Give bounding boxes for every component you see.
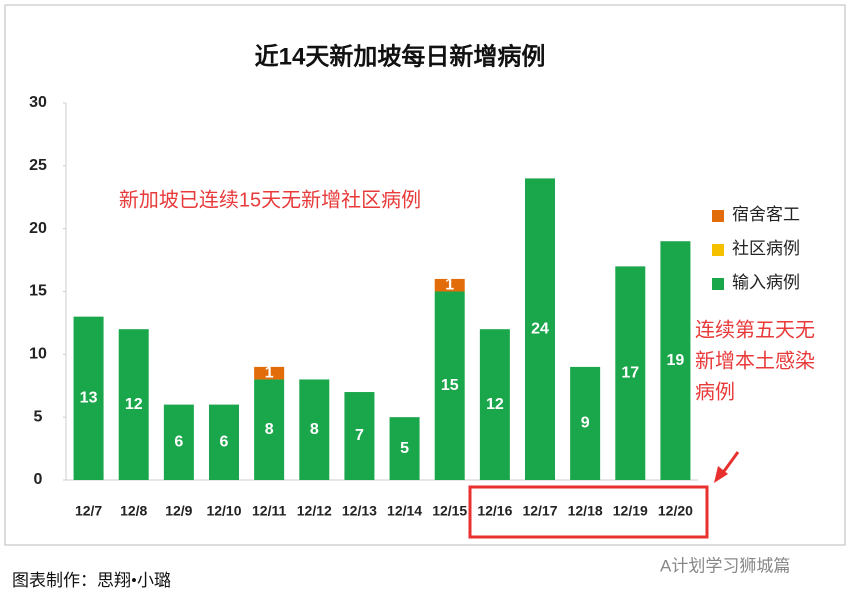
y-tick-label: 30 (29, 94, 47, 111)
watermark: A计划学习狮城篇 (660, 556, 790, 575)
x-tick-label: 12/14 (387, 503, 422, 519)
value-label: 24 (531, 320, 549, 337)
value-label: 17 (621, 364, 639, 381)
bar-segment (570, 366, 601, 480)
bar-segment (660, 241, 691, 480)
x-tick-label: 12/8 (120, 503, 147, 519)
value-label: 1 (445, 276, 454, 293)
arrow (720, 451, 740, 475)
value-label: 19 (667, 352, 685, 369)
value-label: 12 (486, 396, 504, 413)
bar-segment (163, 404, 194, 480)
x-tick-label: 12/12 (297, 503, 332, 519)
value-label: 8 (265, 421, 274, 438)
x-tick-label: 12/10 (206, 503, 241, 519)
bar-segment (73, 316, 104, 480)
arrow-head (714, 466, 728, 483)
x-tick-label: 12/20 (658, 503, 693, 519)
value-label: 6 (220, 434, 229, 451)
x-tick-label: 12/7 (75, 503, 102, 519)
bar-segment (344, 392, 375, 480)
value-label: 15 (441, 377, 459, 394)
bar-segment (118, 329, 149, 480)
y-tick-label: 10 (29, 346, 47, 363)
value-label: 5 (400, 440, 409, 457)
annotation: 病例 (695, 380, 735, 403)
bar-segment (525, 178, 555, 480)
y-tick-label: 25 (29, 157, 47, 174)
highlight-box (468, 485, 709, 539)
value-label: 6 (174, 434, 183, 451)
value-label: 9 (581, 415, 590, 432)
legend-swatch (712, 278, 724, 290)
x-tick-label: 12/16 (477, 503, 512, 519)
bar-segment (254, 366, 285, 380)
y-tick-label: 15 (29, 283, 47, 300)
bar-segment (389, 417, 420, 480)
annotation: 新加坡已连续15天无新增社区病例 (119, 188, 421, 211)
bar-segment (479, 329, 510, 480)
chart-title: 近14天新加坡每日新增病例 (255, 42, 546, 70)
x-tick-label: 12/15 (432, 503, 467, 519)
x-tick-label: 12/17 (522, 503, 557, 519)
x-tick-label: 12/13 (342, 503, 377, 519)
legend-label: 社区病例 (732, 239, 800, 258)
bar-segment (254, 379, 285, 480)
bar-segment (209, 404, 239, 480)
value-label: 13 (80, 390, 98, 407)
legend-swatch (712, 210, 724, 222)
legend-label: 输入病例 (732, 273, 800, 292)
y-tick-label: 5 (34, 408, 43, 425)
bar-segment (434, 291, 465, 480)
legend-swatch (712, 244, 724, 256)
bar-segment (299, 379, 330, 480)
bar-segment (434, 278, 465, 292)
x-tick-label: 12/9 (165, 503, 192, 519)
y-tick-label: 20 (29, 220, 47, 237)
x-tick-label: 12/19 (613, 503, 648, 519)
x-tick-label: 12/11 (252, 503, 286, 519)
annotation: 连续第五天无 (695, 318, 815, 341)
value-label: 7 (355, 427, 364, 444)
credit: 图表制作：思翔•小璐 (12, 571, 171, 590)
value-label: 1 (265, 364, 274, 381)
legend-label: 宿舍客工 (732, 205, 800, 224)
value-label: 8 (310, 421, 319, 438)
x-tick-label: 12/18 (568, 503, 603, 519)
annotation: 新增本土感染 (695, 349, 815, 372)
y-tick-label: 0 (34, 471, 43, 488)
bar-segment (615, 266, 646, 480)
value-label: 12 (125, 396, 143, 413)
